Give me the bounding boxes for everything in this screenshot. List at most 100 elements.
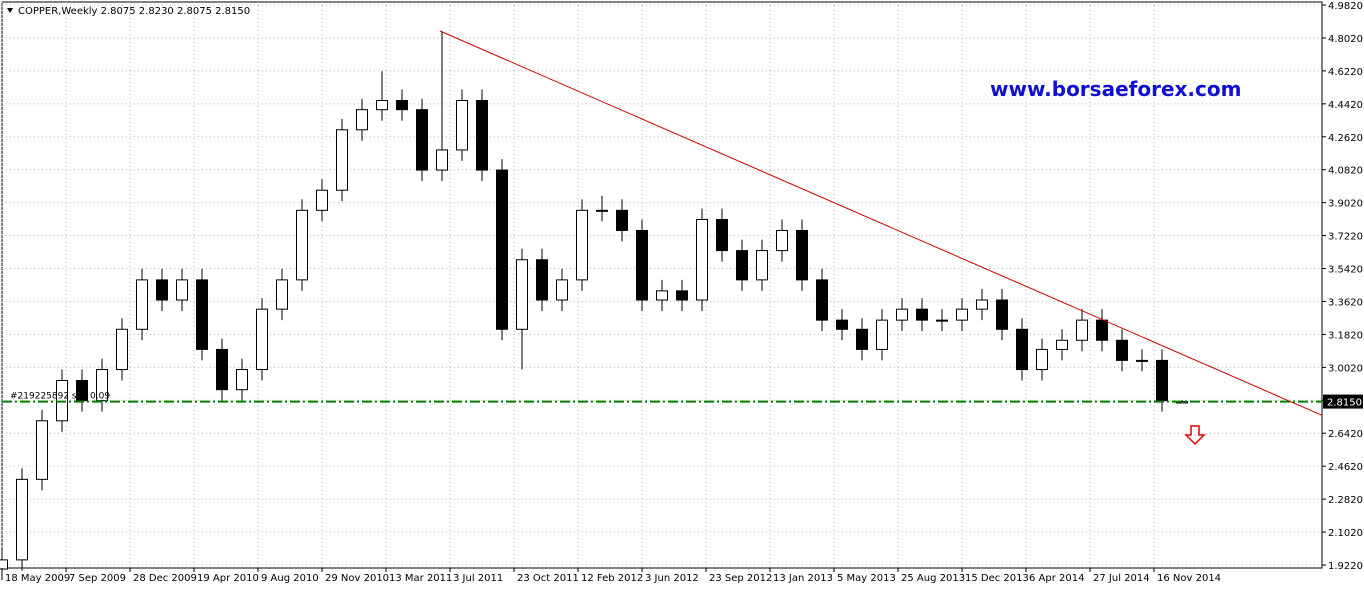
price-label: 2.8150 [1327,398,1362,409]
x-tick-label: 25 Aug 2013 [901,573,965,584]
y-tick-label: 3.1820 [1328,330,1363,341]
sell-arrow [1184,425,1206,446]
x-tick-label: 5 May 2013 [837,573,896,584]
candle-body [656,290,668,301]
candle-body [36,420,48,480]
y-tick-label: 1.9220 [1328,561,1363,572]
candle-body [96,369,108,402]
x-tick-label: 15 Dec 2013 [965,573,1029,584]
candle-body [936,319,948,322]
candle-body [536,259,548,301]
x-tick-label: 23 Sep 2012 [709,573,772,584]
y-tick-label: 2.1020 [1328,528,1363,539]
candle-body [956,308,968,321]
y-tick-label: 2.2820 [1328,495,1363,506]
candle-body [616,209,628,231]
x-tick-label: 19 Apr 2010 [197,573,259,584]
x-tick-label: 3 Jun 2012 [645,573,699,584]
order-label: #219225892 sell 0.09 [10,392,110,402]
candle-body [1056,339,1068,350]
candle-body [256,308,268,371]
candle-body [736,250,748,281]
candle-body [816,279,828,321]
candle-body [236,369,248,391]
candle-body [896,308,908,321]
y-tick-label: 4.6220 [1328,67,1363,78]
chart-title: COPPER,Weekly 2.8075 2.8230 2.8075 2.815… [18,6,250,17]
candle-body [216,348,228,391]
x-tick-label: 12 Feb 2012 [581,573,643,584]
candle-body [436,149,448,171]
candle-body [776,229,788,252]
marks [0,30,1323,581]
y-tick-label: 3.7220 [1328,232,1363,243]
y-tick-label: 3.9020 [1328,199,1363,210]
watermark: www.borsaeforex.com [990,77,1241,101]
price-label-box [1323,394,1363,409]
trendline [439,30,1323,416]
candle-body [856,328,868,350]
y-tick-label: 4.8020 [1328,34,1363,45]
candle-body [1096,319,1108,341]
candle-body [116,328,128,371]
candle-body [16,478,28,561]
candle-body [836,319,848,330]
x-tick-label: 3 Jul 2011 [453,573,503,584]
candle-body [676,290,688,301]
x-tick-label: 7 Sep 2009 [69,573,126,584]
x-tick-label: 28 Dec 2009 [133,573,197,584]
candle-body [136,279,148,330]
candle-body [0,559,8,570]
y-tick-label: 3.3620 [1328,297,1363,308]
candle-body [416,109,428,171]
candle-body [796,229,808,281]
candle-body [716,218,728,252]
y-tick-label: 4.0820 [1328,166,1363,177]
candle-body [396,100,408,111]
x-tick-label: 6 Apr 2014 [1029,573,1084,584]
candle-body [876,319,888,350]
candle-body [636,229,648,301]
x-tick-label: 16 Nov 2014 [1157,573,1221,584]
candle-body [556,279,568,301]
candle-body [336,129,348,191]
candle-body [1116,339,1128,361]
candle-body [296,209,308,281]
candle-body [756,250,768,281]
candle-body [376,100,388,111]
candle-body [196,279,208,350]
candle-body [696,218,708,301]
x-tick-label: 27 Jul 2014 [1093,573,1150,584]
candle-body [476,100,488,171]
y-tick-label: 3.5420 [1328,265,1363,276]
candle-body [1016,328,1028,371]
x-tick-label: 29 Nov 2010 [325,573,389,584]
x-tick-label: 23 Oct 2011 [517,573,579,584]
candle-body [1036,348,1048,371]
candle-body [976,299,988,310]
candle-body [596,209,608,212]
candle-body [316,189,328,211]
candle-body [176,279,188,301]
x-tick-label: 13 Jan 2013 [773,573,833,584]
candle-body [1136,359,1148,362]
menu-arrow[interactable] [7,8,13,13]
candle-body [1076,319,1088,341]
candle-body [276,279,288,310]
candle-body [916,308,928,321]
candle-body [356,109,368,131]
candle-body [456,100,468,151]
y-tick-label: 2.4620 [1328,462,1363,473]
candle-body [156,279,168,301]
x-tick-label: 18 May 2009 [5,573,70,584]
x-tick-label: 13 Mar 2011 [389,573,452,584]
candle-body [516,259,528,330]
y-tick-label: 2.6420 [1328,429,1363,440]
candle-body [496,169,508,330]
y-tick-label: 4.4420 [1328,100,1363,111]
y-tick-label: 4.2620 [1328,133,1363,144]
candle-body [576,209,588,281]
candle-body [996,299,1008,330]
y-tick-label: 4.9820 [1328,1,1363,12]
